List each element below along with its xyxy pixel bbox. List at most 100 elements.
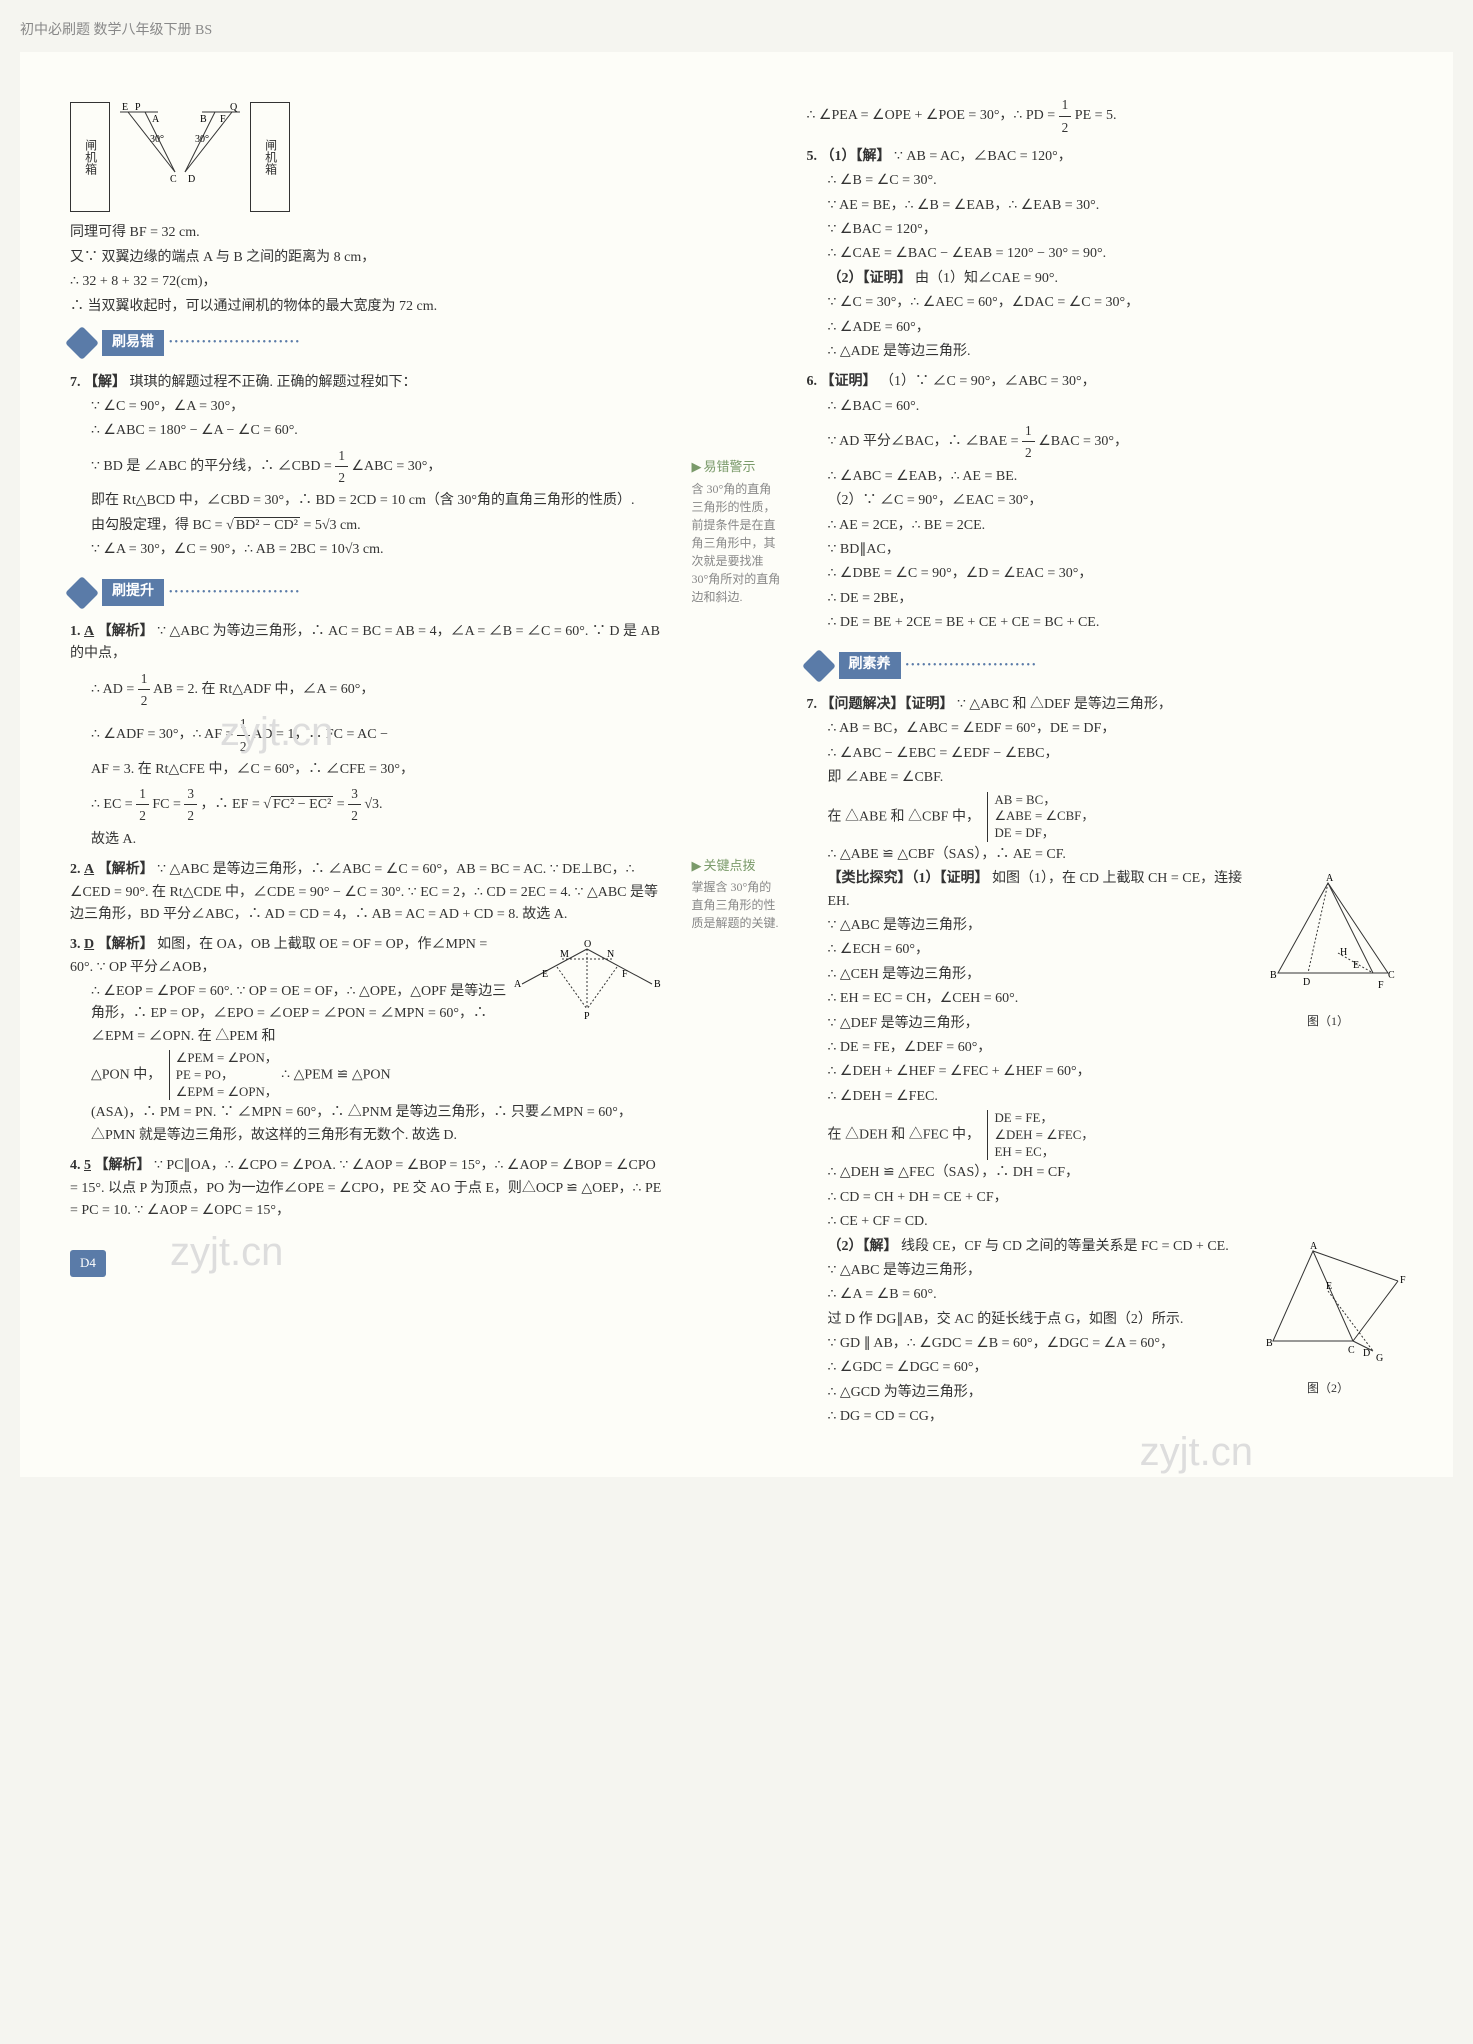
label: 【解析】 [98,862,154,877]
svg-text:F: F [220,114,226,125]
gate-diagram: 闸机箱 E P A B Q F C D 30° [70,102,667,212]
text: ∵ △ABC 和 △DEF 是等边三角形， [957,697,1172,712]
svg-text:D: D [1303,977,1310,988]
problem-5: 5. （1）【解】 ∵ AB = AC，∠BAC = 120°， ∴ ∠B = … [807,146,1404,364]
svg-text:C: C [1388,970,1395,981]
note-title: ▶关键点拨 [692,856,782,876]
text-line: ∴ DG = CD = CG， [807,1406,1404,1428]
text-line: 即在 Rt△BCD 中，∠CBD = 30°，∴ BD = 2CD = 10 c… [70,490,667,512]
svg-text:D: D [188,174,195,185]
svg-text:B: B [1266,1338,1273,1349]
svg-text:O: O [584,939,591,950]
svg-text:30°: 30° [150,134,164,145]
text-line: 在 △DEH 和 △FEC 中， DE = FE， ∠DEH = ∠FEC， E… [807,1110,1404,1160]
svg-text:A: A [1310,1241,1318,1252]
problem-number: 7. [807,697,818,712]
problem-1: 1. A 【解析】 ∵ △ABC 为等边三角形，∴ AC = BC = AB =… [70,621,667,851]
badge-dots: •••••••••••••••••••••••• [169,585,301,601]
diamond-icon [802,649,836,683]
text: 琪琪的解题过程不正确. 正确的解题过程如下： [130,375,417,390]
text-line: ∴ ∠ADF = 30°，∴ AF = 12 AD = 1，∴ FC = AC … [70,713,667,757]
problem-number: 4. [70,1158,81,1173]
svg-text:B: B [200,114,207,125]
page-number: D4 [70,1250,106,1277]
section-badge-suyang: 刷素养 •••••••••••••••••••••••• [807,652,1038,678]
label: 【问题解决】【证明】 [821,697,954,712]
problem-7: 7. 【解】 琪琪的解题过程不正确. 正确的解题过程如下： ∵ ∠C = 90°… [70,372,667,562]
svg-text:P: P [135,102,141,113]
text-line: ∵ ∠C = 30°，∴ ∠AEC = 60°，∠DAC = ∠C = 30°， [807,292,1404,314]
text-line: (ASA)，∴ PM = PN. ∵ ∠MPN = 60°，∴ △PNM 是等边… [70,1102,667,1147]
text-line: AF = 3. 在 Rt△CFE 中，∠C = 60°，∴ ∠CFE = 30°… [70,759,667,781]
svg-text:E: E [542,969,548,980]
svg-text:C: C [170,174,177,185]
right-column: ∴ ∠PEA = ∠OPE + ∠POE = 30°，∴ PD = 12 PE … [807,92,1404,1436]
text-line: （2）【证明】 由（1）知∠CAE = 90°. [807,268,1404,290]
text-line: ∴ AD = 12 AB = 2. 在 Rt△ADF 中，∠A = 60°， [70,668,667,712]
svg-text:D: D [1363,1348,1370,1359]
text-line: ∴ ∠ABC = ∠EAB，∴ AE = BE. [807,466,1404,488]
text-line: ∴ CD = CH + DH = CE + CF， [807,1187,1404,1209]
text-line: ∴ AE = 2CE，∴ BE = 2CE. [807,515,1404,537]
triangle-figure-1: A B D C H E F 图（1） [1258,873,1398,993]
text-line: ∴ △ADE 是等边三角形. [807,341,1404,363]
diamond-icon [65,326,99,360]
svg-text:E: E [1353,960,1359,971]
gate-middle-svg: E P A B Q F C D 30° 30° [120,102,240,212]
answer: D [84,937,94,952]
svg-text:A: A [1326,873,1334,884]
problem-number: 7. [70,375,81,390]
label: 【证明】 [821,374,877,389]
problem-number: 2. [70,862,81,877]
left-column: 闸机箱 E P A B Q F C D 30° [70,92,667,1436]
text-line: ∴ ∠CAE = ∠BAC − ∠EAB = 120° − 30° = 90°. [807,243,1404,265]
problem-number: 6. [807,374,818,389]
gate-box-right: 闸机箱 [250,102,290,212]
answer: 5 [84,1158,91,1173]
problem-3: 3. D 【解析】 O M N A E F B P [70,934,667,1147]
svg-text:A: A [152,114,160,125]
label: 【解析】 [98,624,154,639]
problem-6: 6. 【证明】 （1）∵ ∠C = 90°，∠ABC = 30°， ∴ ∠BAC… [807,371,1404,634]
problem-2: 2. A 【解析】 ∵ △ABC 是等边三角形，∴ ∠ABC = ∠C = 60… [70,859,667,926]
text: ∵ PC∥OA，∴ ∠CPO = ∠POA. ∵ ∠AOP = ∠BOP = 1… [70,1158,661,1218]
answer: A [84,862,94,877]
svg-text:B: B [1270,970,1277,981]
text-line: 又∵ 双翼边缘的端点 A 与 B 之间的距离为 8 cm， [70,247,667,269]
note-body: 含 30°角的直角三角形的性质，前提条件是在直角三角形中，其次就是要找准 30°… [692,480,782,606]
text-line: ∴ ∠B = ∠C = 30°. [807,170,1404,192]
problem-7-right: 7. 【问题解决】【证明】 ∵ △ABC 和 △DEF 是等边三角形， ∴ AB… [807,694,1404,1429]
text-line: ∴ DE = FE，∠DEF = 60°， [807,1037,1404,1059]
text-line: ∴ ∠ABC = 180° − ∠A − ∠C = 60°. [70,420,667,442]
badge-label: 刷提升 [102,579,164,605]
text-line: ∵ ∠A = 30°，∠C = 90°，∴ AB = 2BC = 10√3 cm… [70,539,667,561]
text-line: 由勾股定理，得 BC = √BD² − CD² = 5√3 cm. [70,515,667,537]
text-line: ∴ EC = 12 FC = 32 ，∴ EF = √FC² − EC² = 3… [70,783,667,827]
text-line: ∴ ∠ABC − ∠EBC = ∠EDF − ∠EBC， [807,743,1404,765]
label: 【解析】 [98,937,154,952]
svg-text:M: M [560,949,569,960]
text-line: ∴ ∠BAC = 60°. [807,396,1404,418]
diamond-icon [65,576,99,610]
svg-text:Q: Q [230,102,238,113]
svg-text:F: F [1378,980,1384,991]
text: ∵ △ABC 是等边三角形，∴ ∠ABC = ∠C = 60°，AB = BC … [70,862,658,922]
text-line: ∵ BD 是 ∠ABC 的平分线，∴ ∠CBD = 12 ∠ABC = 30°， [70,445,667,489]
svg-text:A: A [514,979,522,990]
svg-text:E: E [122,102,128,113]
svg-text:P: P [584,1011,590,1019]
arrow-icon: ▶ [692,459,702,474]
text-line: 即 ∠ABE = ∠CBF. [807,767,1404,789]
text: （1）∵ ∠C = 90°，∠ABC = 30°， [880,374,1096,389]
problem-number: 5. [807,149,818,164]
svg-text:H: H [1340,947,1347,958]
text-line: ∵ ∠C = 90°，∠A = 30°， [70,396,667,418]
svg-text:F: F [1400,1275,1406,1286]
svg-text:30°: 30° [195,134,209,145]
text-line: △PON 中， ∠PEM = ∠PON， PE = PO， ∠EPM = ∠OP… [70,1050,667,1100]
problem-number: 3. [70,937,81,952]
text-line: ∴ △DEH ≌ △FEC（SAS），∴ DH = CF， [807,1162,1404,1184]
middle-column: ▶易错警示 含 30°角的直角三角形的性质，前提条件是在直角三角形中，其次就是要… [687,92,787,1436]
label: 【解析】 [95,1158,151,1173]
text-line: 故选 A. [70,829,667,851]
